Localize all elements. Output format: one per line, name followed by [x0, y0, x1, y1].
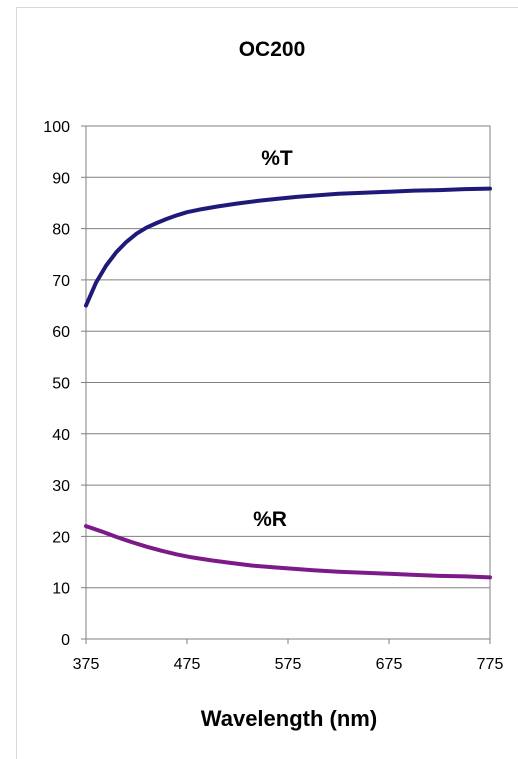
- y-tick-label: 0: [61, 632, 70, 649]
- y-tick-label: 80: [52, 222, 70, 239]
- x-tick-label: 475: [174, 656, 201, 673]
- y-tick-label: 60: [52, 324, 70, 341]
- y-tick-label: 40: [52, 427, 70, 444]
- y-tick-label: 70: [52, 273, 70, 290]
- x-tick-label: 575: [275, 656, 302, 673]
- x-tick-label: 675: [376, 656, 403, 673]
- x-axis-tick-labels: 375 475 575 675 775: [73, 656, 504, 673]
- y-tick-label: 10: [52, 581, 70, 598]
- y-tick-label: 20: [52, 529, 70, 546]
- y-tick-label: 30: [52, 478, 70, 495]
- series-label-transmission: %T: [261, 147, 293, 170]
- axes: [81, 125, 491, 644]
- frame-left-border: [16, 7, 17, 759]
- x-tick-label: 775: [477, 656, 504, 673]
- x-tick-label: 375: [73, 656, 100, 673]
- y-tick-label: 90: [52, 170, 70, 187]
- y-tick-label: 100: [43, 119, 70, 136]
- chart-title: OC200: [239, 38, 306, 61]
- grid-lines: [86, 125, 490, 640]
- y-tick-label: 50: [52, 376, 70, 393]
- series-line-reflection: [84, 524, 492, 580]
- x-axis-title: Wavelength (nm): [201, 706, 377, 731]
- frame-top-border: [16, 7, 518, 8]
- series-lines: [84, 186, 492, 580]
- series-line-transmission: [84, 186, 492, 308]
- series-label-reflection: %R: [253, 508, 287, 531]
- y-axis-tick-labels: 0 10 20 30 40 50 60 70 80 90 100: [43, 119, 70, 649]
